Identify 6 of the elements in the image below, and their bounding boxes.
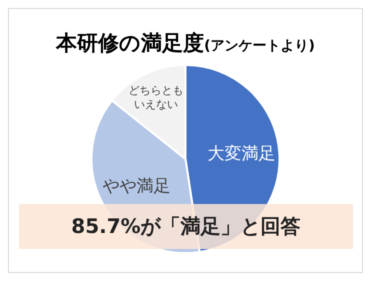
slice-label: 大変満足 xyxy=(208,144,276,164)
text: 85.7%が「満足」と回答 xyxy=(19,204,353,249)
chart-subtitle: (アンケートより) xyxy=(204,38,315,54)
chart-title: 本研修の満足度 xyxy=(56,31,204,55)
slice-label: どちらともいえない xyxy=(128,84,184,111)
slice-label: やや満足 xyxy=(102,176,171,197)
